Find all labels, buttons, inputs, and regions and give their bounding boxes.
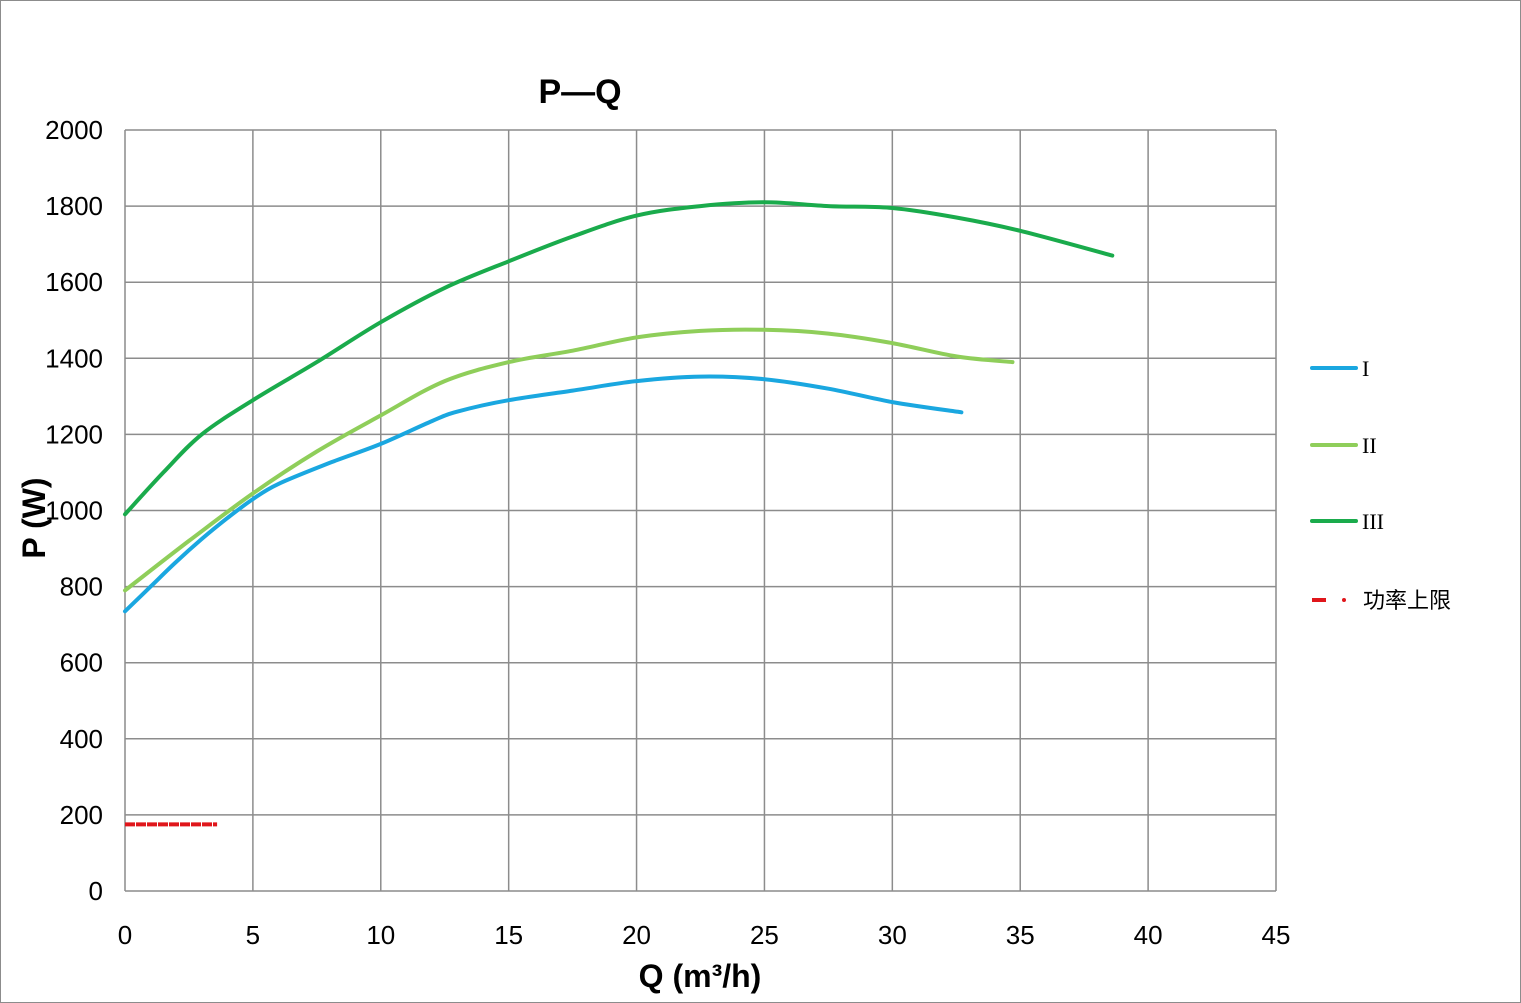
y-tick-label: 800 <box>60 572 103 602</box>
x-tick-label: 20 <box>622 920 651 950</box>
y-tick-label: 1600 <box>45 267 103 297</box>
grid <box>124 129 1277 892</box>
legend-swatch-dot <box>1342 598 1346 602</box>
x-tick-label: 25 <box>750 920 779 950</box>
y-tick-label: 400 <box>60 724 103 754</box>
tick-labels: 0 5 10 15 20 25 30 35 40 45 0 200 400 600 800 1000 1200 1… <box>45 115 1290 950</box>
chart-title: P—Q <box>538 73 621 111</box>
legend-label: 功率上限 <box>1363 589 1451 614</box>
x-tick-label: 45 <box>1262 920 1291 950</box>
legend-label: III <box>1362 509 1384 534</box>
legend-label: II <box>1362 433 1377 458</box>
x-tick-label: 5 <box>246 920 260 950</box>
x-tick-label: 15 <box>494 920 523 950</box>
y-tick-label: 1800 <box>45 191 103 221</box>
y-tick-label: 0 <box>89 876 103 906</box>
legend-label: I <box>1362 356 1369 381</box>
y-tick-label: 1400 <box>45 343 103 373</box>
y-tick-label: 1200 <box>45 419 103 449</box>
x-tick-label: 10 <box>366 920 395 950</box>
x-tick-label: 0 <box>118 920 132 950</box>
y-tick-label: 2000 <box>45 115 103 145</box>
x-tick-label: 35 <box>1006 920 1035 950</box>
y-tick-label: 600 <box>60 648 103 678</box>
x-tick-label: 30 <box>878 920 907 950</box>
y-tick-label: 200 <box>60 800 103 830</box>
series-line-3 <box>123 200 1115 517</box>
y-tick-label: 1000 <box>45 496 103 526</box>
x-axis-title: Q (m³/h) <box>639 958 762 994</box>
series-line-1 <box>123 374 964 614</box>
series-lines <box>123 200 1115 827</box>
series-line-2 <box>123 327 1015 593</box>
y-axis-title: P (W) <box>16 477 52 558</box>
x-tick-label: 40 <box>1134 920 1163 950</box>
